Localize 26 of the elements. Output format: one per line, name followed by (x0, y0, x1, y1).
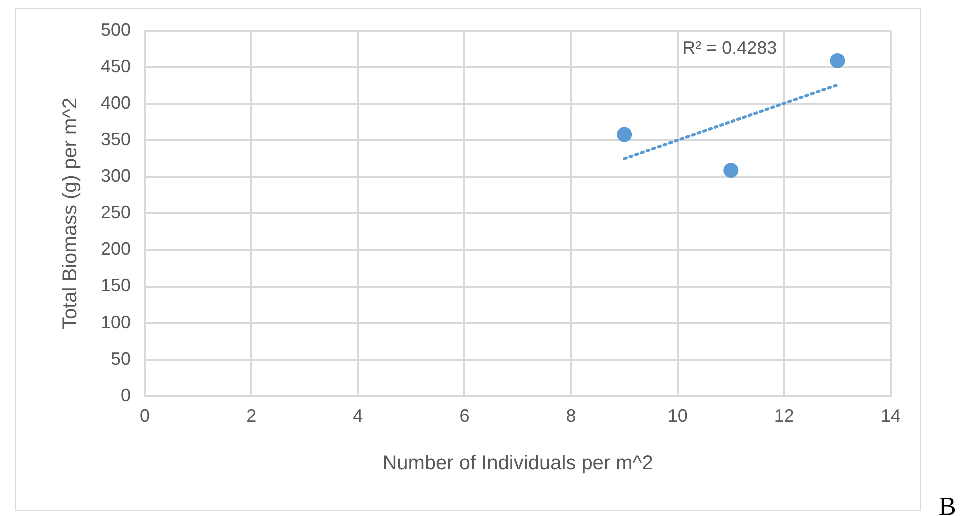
y-tick-label: 400 (100, 93, 132, 114)
text: B (939, 492, 956, 516)
x-tick-label: 0 (140, 406, 150, 426)
x-tick-label: 14 (880, 406, 902, 426)
x-tick-label: 12 (774, 406, 794, 426)
x-tick-label: 2 (246, 406, 257, 426)
x-tick-label: 10 (668, 406, 688, 426)
y-tick-label: 350 (100, 130, 132, 150)
x-axis-title: Number of Individuals per m^2 (382, 452, 654, 475)
y-axis-title: Total Biomass (g) per m^2 (60, 98, 82, 330)
y-tick-label: 200 (100, 239, 132, 260)
point (830, 53, 846, 68)
y-tick-label: 250 (100, 202, 132, 223)
y-tick-label: 300 (100, 166, 132, 186)
x-tick-label: 4 (353, 406, 364, 426)
annotation: R² = 0.4283 (682, 38, 778, 58)
point (617, 127, 632, 142)
y-tick-label: 500 (100, 20, 132, 40)
x-tick-label: 6 (460, 406, 470, 426)
y-tick-label: 450 (100, 56, 132, 77)
y-tick-label: 0 (121, 385, 132, 406)
x-tick-label: 8 (566, 406, 576, 426)
y-tick-label: 50 (111, 348, 132, 369)
y-tick-label: 150 (100, 276, 132, 296)
point (724, 163, 739, 178)
y-tick-label: 100 (100, 312, 132, 332)
